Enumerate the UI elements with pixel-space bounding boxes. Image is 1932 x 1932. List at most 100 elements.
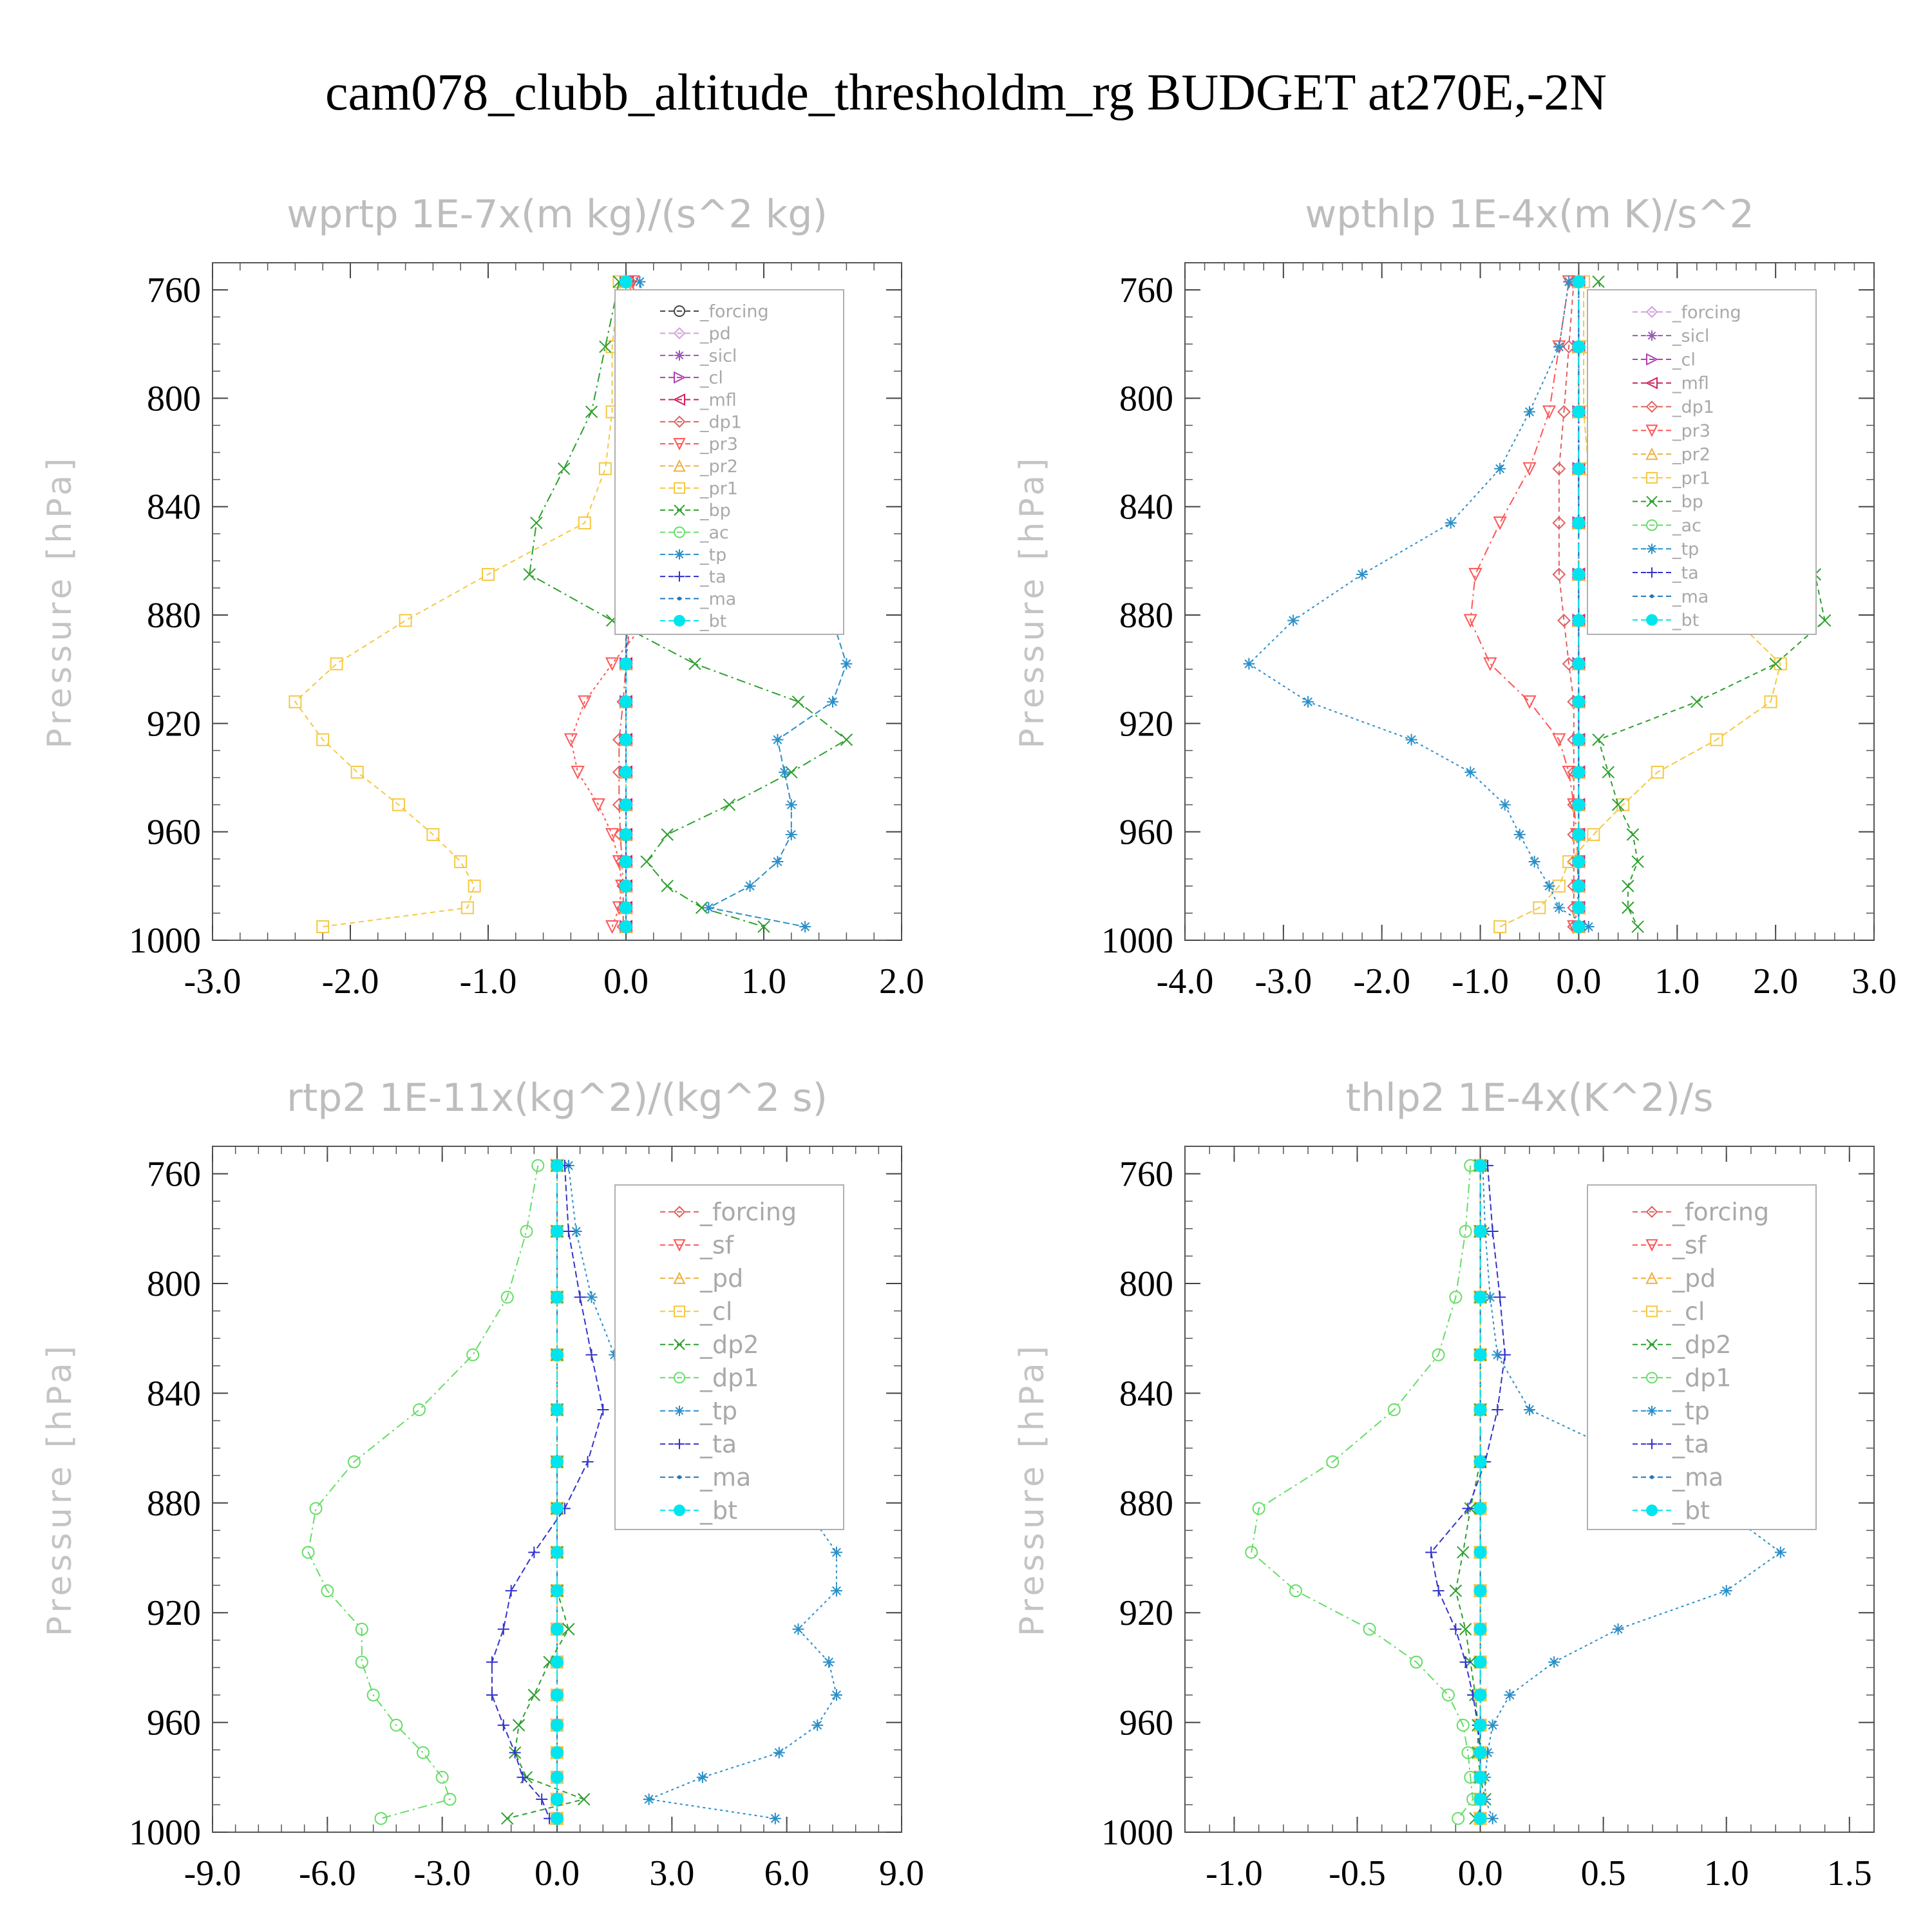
- marker: [1631, 855, 1644, 868]
- marker: [1645, 1239, 1658, 1252]
- marker: [1492, 1349, 1504, 1361]
- marker: [1553, 341, 1565, 353]
- marker: [640, 855, 653, 868]
- marker: [1484, 1291, 1496, 1303]
- marker: [500, 1291, 514, 1304]
- x-tick-label: -6.0: [299, 1853, 356, 1893]
- marker: [1572, 733, 1586, 746]
- marker: [1645, 305, 1658, 318]
- marker: [1548, 1656, 1560, 1668]
- marker: [673, 415, 686, 428]
- marker: [1499, 1349, 1511, 1361]
- marker: [551, 1546, 564, 1559]
- marker: [454, 855, 468, 868]
- legend-label: _dp1: [1672, 1364, 1731, 1392]
- marker: [523, 568, 536, 581]
- marker: [1645, 424, 1658, 437]
- marker: [321, 1584, 334, 1598]
- marker: [792, 1623, 804, 1635]
- marker: [562, 1226, 574, 1238]
- legend-label: _ta: [699, 1430, 737, 1459]
- series-line: [570, 281, 675, 927]
- marker: [1528, 855, 1540, 867]
- marker: [620, 879, 632, 893]
- marker: [643, 1793, 655, 1805]
- marker: [674, 371, 687, 384]
- marker: [1483, 657, 1497, 672]
- marker: [1572, 275, 1586, 289]
- legend-label: _dp1: [1672, 397, 1714, 417]
- marker: [497, 1719, 509, 1731]
- y-tick-label: 960: [1119, 1703, 1173, 1743]
- marker: [1486, 1719, 1499, 1731]
- marker: [1650, 1475, 1654, 1479]
- marker: [399, 614, 412, 627]
- plot-area: [1243, 274, 1832, 934]
- x-tick-label: 1.0: [741, 961, 786, 1001]
- legend-label: _pr2: [699, 457, 738, 477]
- marker: [1552, 733, 1566, 747]
- legend-label: _cl: [1672, 1298, 1705, 1326]
- marker: [1461, 1746, 1475, 1759]
- marker: [1387, 1403, 1401, 1416]
- marker: [316, 733, 330, 746]
- series-line: [507, 1165, 586, 1819]
- y-tick-label: 880: [147, 596, 201, 636]
- marker: [1486, 1226, 1499, 1238]
- marker: [1504, 1689, 1516, 1701]
- legend-item: _sicl: [660, 346, 737, 366]
- marker: [1582, 920, 1595, 933]
- marker: [392, 798, 405, 811]
- marker: [840, 658, 853, 670]
- legend: _forcing _sf _pd _cl _dp2 _dp1 _tp _ta _ma _bt: [1587, 1184, 1817, 1530]
- marker: [1468, 567, 1482, 582]
- marker: [830, 1689, 842, 1701]
- legend-item: _dp1: [660, 1364, 759, 1392]
- marker: [551, 1225, 564, 1238]
- marker: [551, 1746, 564, 1759]
- marker: [1459, 1225, 1472, 1238]
- marker: [677, 596, 681, 601]
- marker: [1645, 401, 1658, 413]
- marker: [512, 1719, 526, 1732]
- marker: [551, 1502, 564, 1515]
- legend-item: _ac: [660, 523, 729, 543]
- chart-panel-1: wprtp 1E-7x(m kg)/(s^2 kg) Pressure [hPa]…: [41, 192, 924, 1001]
- marker: [785, 799, 797, 811]
- marker: [551, 1655, 564, 1669]
- legend-label: _sicl: [699, 346, 737, 366]
- marker: [1449, 1584, 1463, 1597]
- marker: [551, 1455, 564, 1468]
- legend-item: _pr2: [1633, 445, 1710, 465]
- legend-item: _dp1: [660, 412, 742, 432]
- marker: [1651, 766, 1664, 779]
- legend-item: _dp1: [1633, 397, 1714, 417]
- marker: [1493, 516, 1507, 531]
- plot-frame: [212, 262, 902, 941]
- series-line: [529, 281, 848, 927]
- legend-label: _pd: [699, 1264, 743, 1293]
- y-tick-label: 920: [1119, 704, 1173, 744]
- legend-label: _cl: [699, 1298, 732, 1326]
- x-tick-label: 3.0: [1852, 961, 1897, 1001]
- marker: [562, 1623, 575, 1636]
- marker: [1572, 405, 1586, 419]
- legend-item: _bt: [660, 611, 726, 631]
- legend-label: _pd: [699, 324, 731, 344]
- marker: [585, 405, 598, 419]
- x-tick-label: -1.0: [460, 961, 517, 1001]
- legend-label: _ta: [1672, 1430, 1709, 1459]
- marker: [1611, 798, 1625, 811]
- marker: [1647, 1405, 1657, 1416]
- marker: [585, 1291, 598, 1303]
- marker: [347, 1455, 361, 1468]
- marker: [1690, 695, 1703, 708]
- marker: [1473, 1403, 1487, 1416]
- legend-item: _bp: [660, 501, 731, 521]
- marker: [413, 1403, 426, 1416]
- marker: [673, 1239, 686, 1252]
- legend-item: _dp1: [1633, 1364, 1731, 1392]
- marker: [316, 920, 330, 933]
- marker: [509, 1747, 521, 1759]
